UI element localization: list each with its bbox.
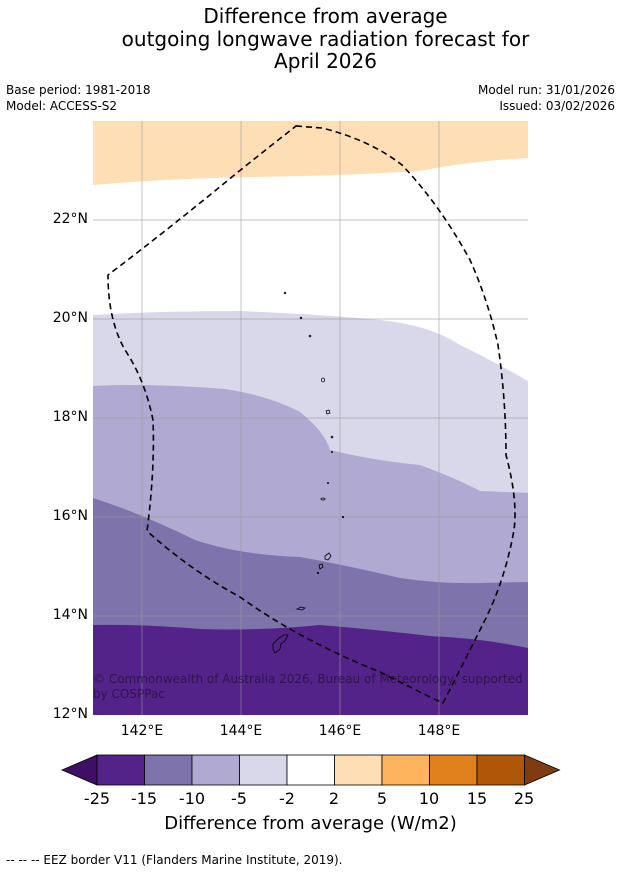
colorbar-tick: -10	[178, 789, 206, 808]
lon-label-148: 148°E	[417, 723, 461, 739]
island	[320, 377, 325, 383]
colorbar-tick: 2	[328, 789, 340, 808]
meta-left: Base period: 1981-2018 Model: ACCESS-S2	[6, 82, 151, 114]
colorbar-segment	[429, 754, 478, 786]
island	[320, 497, 326, 501]
island-tinian	[318, 563, 324, 570]
colorbar-tick: -25	[83, 789, 111, 808]
colorbar-tick: -2	[279, 789, 295, 808]
colorbar-segment	[286, 754, 335, 786]
colorbar-tick: 25	[513, 789, 535, 808]
island	[316, 571, 320, 575]
colorbar-tick: 10	[418, 789, 440, 808]
colorbar-tick: 5	[376, 789, 388, 808]
colorbar-segment	[96, 754, 145, 786]
colorbar-segment	[476, 754, 525, 786]
lon-label-142: 142°E	[120, 723, 164, 739]
copyright-notice: © Commonwealth of Australia 2026, Bureau…	[93, 672, 523, 701]
model-name: Model: ACCESS-S2	[6, 99, 118, 113]
chart-title: Difference from average outgoing longwav…	[0, 5, 621, 73]
colorbar-label: Difference from average (W/m2)	[164, 813, 457, 834]
colorbar-segment	[381, 754, 430, 786]
colorbar-segment	[239, 754, 288, 786]
colorbar-tick: -15	[130, 789, 158, 808]
issued-date: Issued: 03/02/2026	[499, 99, 615, 113]
island-saipan	[324, 552, 332, 561]
colorbar-segment	[334, 754, 383, 786]
lat-label-16: 16°N	[52, 508, 88, 524]
island-rota	[295, 606, 306, 611]
lat-label-20: 20°N	[52, 310, 88, 326]
title-line-2: outgoing longwave radiation forecast for	[121, 26, 530, 51]
lat-label-12: 12°N	[52, 706, 88, 722]
colorbar-tick: -5	[231, 789, 247, 808]
colorbar-segment	[144, 754, 193, 786]
lat-label-14: 14°N	[52, 607, 88, 623]
colorbar	[60, 754, 561, 786]
title-line-3: April 2026	[274, 49, 377, 73]
island	[341, 515, 345, 519]
island	[330, 435, 334, 439]
colorbar-over-arrow	[524, 754, 561, 786]
island	[308, 334, 312, 338]
model-run: Model run: 31/01/2026	[477, 83, 615, 97]
latitude-grid	[93, 219, 528, 617]
base-period: Base period: 1981-2018	[6, 83, 151, 97]
island	[325, 409, 331, 415]
eez-footnote: -- -- -- EEZ border V11 (Flanders Marine…	[6, 853, 343, 867]
lon-label-146: 146°E	[318, 723, 362, 739]
eez-border	[107, 125, 516, 705]
island	[330, 450, 333, 453]
island-outlines	[272, 291, 345, 654]
title-line-1: Difference from average	[203, 4, 448, 28]
lon-label-144: 144°E	[219, 723, 263, 739]
island	[283, 291, 287, 295]
map-area	[93, 121, 528, 715]
colorbar-tick: 15	[466, 789, 488, 808]
contour-2-to-5	[93, 121, 528, 185]
island-guam	[272, 634, 289, 654]
colorbar-under-arrow	[60, 754, 98, 786]
island	[326, 481, 329, 484]
longitude-grid	[141, 121, 440, 715]
lat-label-22: 22°N	[52, 211, 88, 227]
island	[299, 316, 303, 320]
lat-label-18: 18°N	[52, 409, 88, 425]
colorbar-segment	[191, 754, 240, 786]
meta-right: Model run: 31/01/2026 Issued: 03/02/2026	[478, 82, 615, 114]
